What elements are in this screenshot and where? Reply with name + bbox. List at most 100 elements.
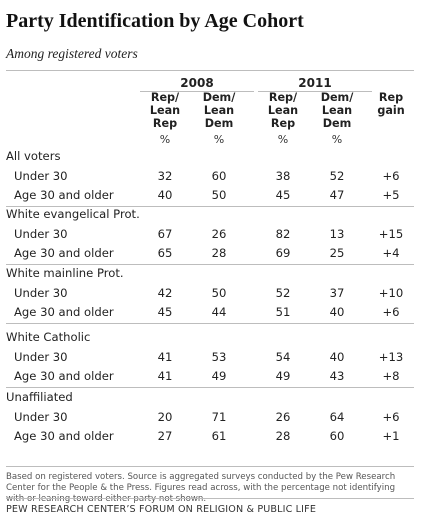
value-cell: 27	[157, 429, 173, 443]
rep-gain-cell: +1	[382, 429, 400, 443]
row-label: Age 30 and older	[14, 305, 114, 319]
value-cell: 69	[275, 246, 291, 260]
row-label: Under 30	[14, 286, 68, 300]
row-label: Under 30	[14, 410, 68, 424]
column-header-line: Dem/	[202, 91, 236, 104]
value-cell: 40	[329, 305, 345, 319]
column-header-line: Dem/	[320, 91, 354, 104]
group-label: White Catholic	[6, 330, 91, 344]
column-header-line: Lean	[149, 104, 181, 117]
value-cell: 32	[157, 169, 173, 183]
value-cell: 45	[275, 188, 291, 202]
value-cell: 20	[157, 410, 173, 424]
column-header-line: Dem	[322, 117, 352, 130]
column-header: Rep/Lean Rep	[140, 91, 190, 130]
rep-gain-cell: +10	[378, 286, 404, 300]
value-cell: 51	[275, 305, 291, 319]
year-2011-header: 2011	[298, 76, 332, 90]
rep-gain-cell: +13	[378, 350, 404, 364]
value-cell: 40	[329, 350, 345, 364]
value-cell: 50	[211, 188, 227, 202]
value-cell: 71	[211, 410, 227, 424]
rep-gain-cell: +6	[382, 305, 400, 319]
group-label: All voters	[6, 149, 61, 163]
value-cell: 41	[157, 350, 173, 364]
value-cell: 60	[329, 429, 345, 443]
value-cell: 47	[329, 188, 345, 202]
year-2011-underline	[258, 91, 372, 92]
percent-label: %	[331, 133, 343, 146]
column-header-line: Lean	[203, 104, 235, 117]
value-cell: 50	[211, 286, 227, 300]
column-header-line: Rep	[152, 117, 178, 130]
row-label: Age 30 and older	[14, 188, 114, 202]
column-header: Dem/Lean Dem	[194, 91, 244, 130]
page-subtitle: Among registered voters	[6, 46, 138, 61]
value-cell: 28	[211, 246, 227, 260]
year-2008-header: 2008	[180, 76, 214, 90]
column-header: Rep gain	[366, 91, 416, 117]
column-header-line: Dem	[204, 117, 234, 130]
value-cell: 61	[211, 429, 227, 443]
column-header-line: Lean	[321, 104, 353, 117]
value-cell: 52	[275, 286, 291, 300]
value-cell: 43	[329, 369, 345, 383]
percent-label: %	[277, 133, 289, 146]
bottom-divider	[6, 466, 414, 467]
value-cell: 65	[157, 246, 173, 260]
group-divider	[6, 387, 414, 388]
value-cell: 13	[329, 227, 345, 241]
group-label: White evangelical Prot.	[6, 207, 140, 221]
rep-gain-cell: +6	[382, 169, 400, 183]
column-header-line: Rep/	[150, 91, 180, 104]
page-title: Party Identification by Age Cohort	[6, 10, 304, 32]
rep-gain-cell: +8	[382, 369, 400, 383]
row-label: Age 30 and older	[14, 369, 114, 383]
value-cell: 26	[275, 410, 291, 424]
row-label: Under 30	[14, 350, 68, 364]
column-header-line: Rep	[270, 117, 296, 130]
column-header-line: Rep	[378, 91, 404, 104]
percent-label: %	[213, 133, 225, 146]
value-cell: 40	[157, 188, 173, 202]
group-label: White mainline Prot.	[6, 266, 124, 280]
value-cell: 44	[211, 305, 227, 319]
value-cell: 67	[157, 227, 173, 241]
source-divider	[6, 498, 414, 499]
value-cell: 37	[329, 286, 345, 300]
source-credit: PEW RESEARCH CENTER’S FORUM ON RELIGION …	[6, 504, 317, 515]
value-cell: 42	[157, 286, 173, 300]
value-cell: 54	[275, 350, 291, 364]
percent-label: %	[159, 133, 171, 146]
top-divider	[6, 70, 414, 71]
row-label: Age 30 and older	[14, 246, 114, 260]
value-cell: 45	[157, 305, 173, 319]
value-cell: 25	[329, 246, 345, 260]
column-header-line: gain	[377, 104, 405, 117]
row-label: Under 30	[14, 227, 68, 241]
rep-gain-cell: +15	[378, 227, 404, 241]
value-cell: 52	[329, 169, 345, 183]
column-header: Rep/Lean Rep	[258, 91, 308, 130]
value-cell: 60	[211, 169, 227, 183]
value-cell: 38	[275, 169, 291, 183]
value-cell: 28	[275, 429, 291, 443]
column-header: Dem/Lean Dem	[312, 91, 362, 130]
value-cell: 41	[157, 369, 173, 383]
column-header-line: Lean	[267, 104, 299, 117]
value-cell: 49	[211, 369, 227, 383]
value-cell: 64	[329, 410, 345, 424]
row-label: Age 30 and older	[14, 429, 114, 443]
row-label: Under 30	[14, 169, 68, 183]
group-divider	[6, 206, 414, 207]
value-cell: 82	[275, 227, 291, 241]
rep-gain-cell: +4	[382, 246, 400, 260]
year-2008-underline	[140, 91, 254, 92]
value-cell: 53	[211, 350, 227, 364]
group-label: Unaffiliated	[6, 390, 73, 404]
value-cell: 49	[275, 369, 291, 383]
footnote: Based on registered voters. Source is ag…	[6, 472, 396, 504]
group-divider	[6, 323, 414, 324]
group-divider	[6, 264, 414, 265]
rep-gain-cell: +5	[382, 188, 400, 202]
